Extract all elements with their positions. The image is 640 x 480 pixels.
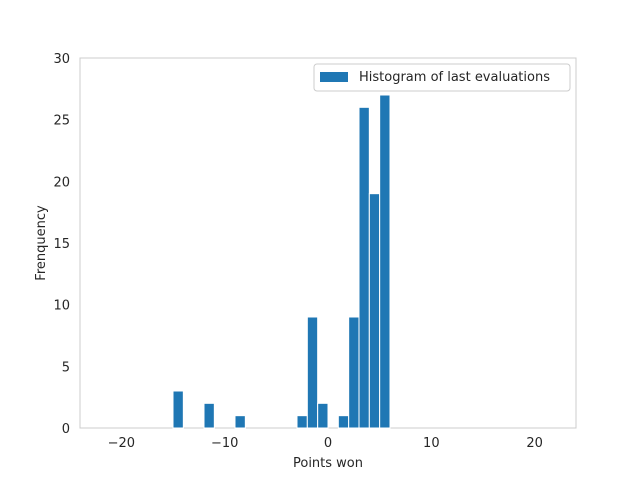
y-tick-label: 5: [62, 360, 70, 375]
x-tick-label: 20: [526, 436, 543, 451]
y-axis-ticks: 0 5 10 15 20 25 30: [53, 52, 70, 437]
histogram-bar-0: [172, 390, 184, 429]
histogram-bar-1: [203, 402, 215, 429]
histogram-bar-2: [234, 415, 246, 429]
x-tick-label: −10: [211, 436, 238, 451]
histogram-bar-9: [368, 193, 381, 429]
histogram-bar-8: [358, 106, 370, 429]
y-tick-label: 10: [53, 299, 70, 314]
histogram-bar-10: [379, 94, 391, 429]
y-tick-label: 20: [53, 175, 70, 190]
x-tick-label: −20: [108, 436, 135, 451]
legend-swatch: [320, 72, 348, 82]
x-axis-ticks: −20 −10 0 10 20: [108, 436, 543, 451]
y-tick-label: 25: [53, 114, 70, 129]
legend: Histogram of last evaluations: [313, 63, 571, 92]
histogram-bar-6: [337, 415, 350, 429]
x-tick-label: 0: [324, 436, 332, 451]
histogram-bar-3: [296, 415, 308, 429]
y-tick-label: 30: [53, 52, 70, 67]
legend-box: [313, 63, 571, 92]
x-tick-label: 10: [423, 436, 440, 451]
plot-frame: [79, 57, 577, 429]
histogram-bars: [172, 94, 391, 429]
histogram-bar-7: [348, 316, 360, 429]
x-axis-label: Points won: [293, 456, 363, 471]
y-tick-label: 0: [62, 422, 70, 437]
legend-label: Histogram of last evaluations: [359, 70, 550, 85]
histogram-bar-4: [306, 316, 319, 429]
y-axis-label: Frenquency: [34, 205, 49, 281]
y-tick-label: 15: [53, 237, 70, 252]
histogram-bar-5: [317, 402, 329, 429]
